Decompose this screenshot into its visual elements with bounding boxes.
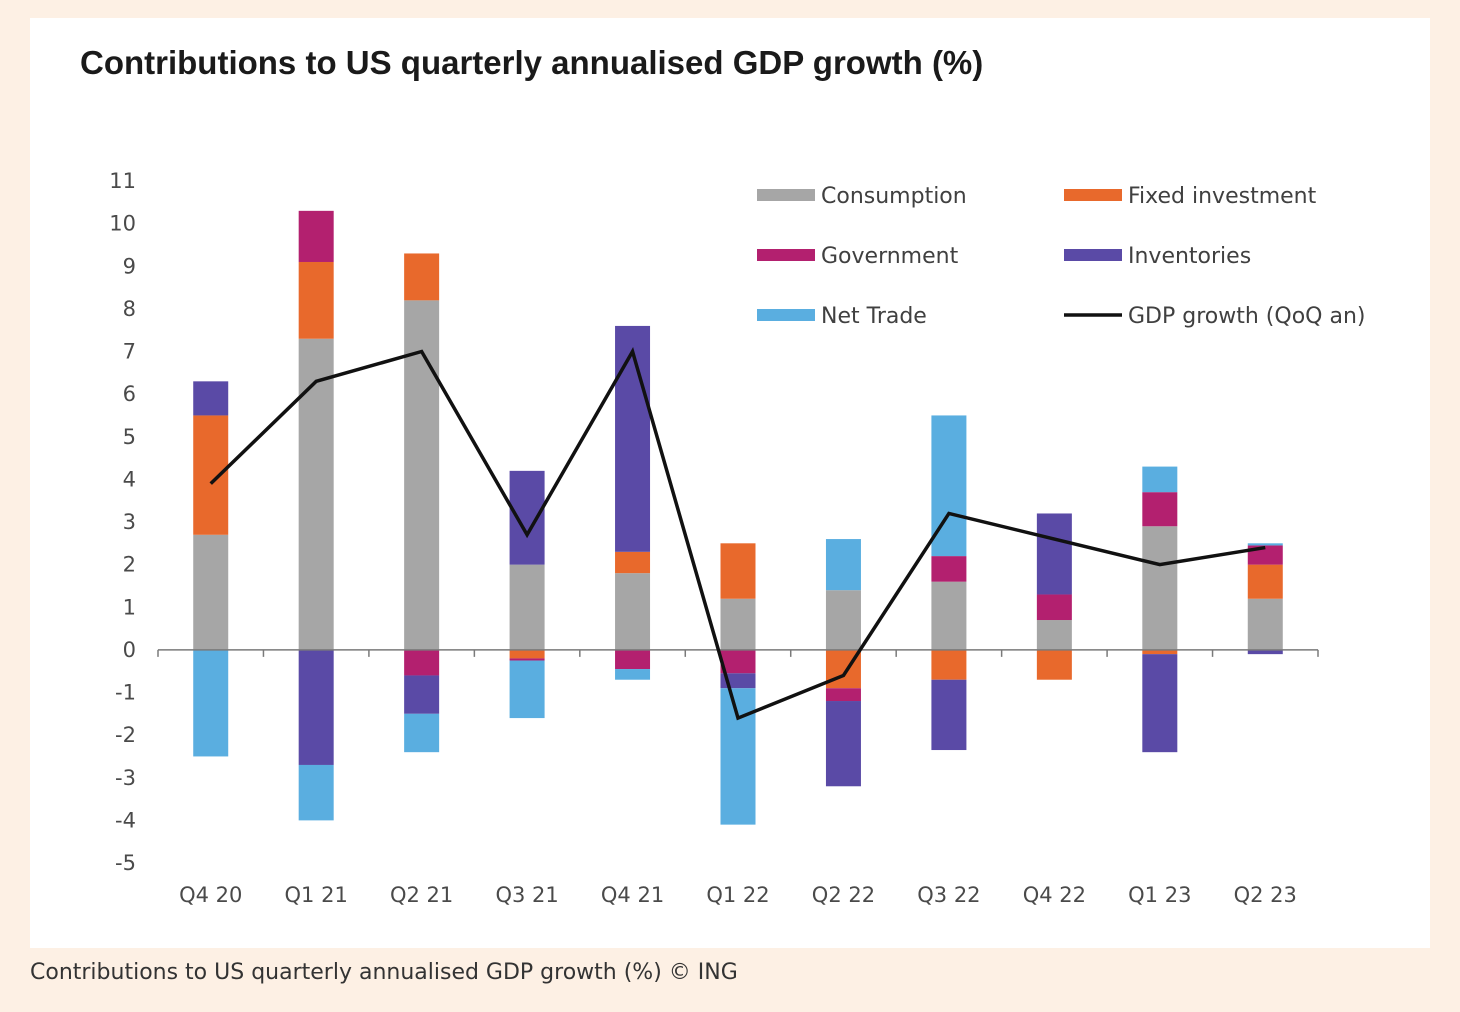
bar-segment bbox=[615, 669, 651, 680]
bar-segment bbox=[720, 598, 756, 650]
bar-segment bbox=[825, 590, 861, 650]
legend-swatch bbox=[1064, 189, 1122, 201]
y-tick-label: 11 bbox=[109, 169, 136, 193]
y-tick-label: -1 bbox=[115, 681, 136, 705]
bar-segment bbox=[931, 679, 967, 751]
bar-segment bbox=[825, 701, 861, 787]
bar-segment bbox=[509, 658, 545, 661]
x-tick-label: Q2 23 bbox=[1234, 883, 1297, 907]
bar-segment bbox=[1247, 564, 1283, 599]
bar-segment bbox=[1036, 620, 1072, 650]
x-tick-label: Q3 22 bbox=[917, 883, 980, 907]
y-tick-label: -2 bbox=[115, 723, 136, 747]
bar-segment bbox=[615, 573, 651, 650]
bar-segment bbox=[298, 261, 334, 339]
bar-segment bbox=[1142, 526, 1178, 650]
bar-segment bbox=[193, 649, 229, 757]
gdp-growth-line bbox=[209, 347, 1266, 721]
x-tick-label: Q1 23 bbox=[1128, 883, 1191, 907]
x-tick-label: Q2 22 bbox=[812, 883, 875, 907]
bar-segment bbox=[615, 325, 651, 552]
bar-segment bbox=[404, 300, 440, 650]
x-tick-label: Q2 21 bbox=[390, 883, 453, 907]
y-tick-label: 3 bbox=[123, 510, 136, 534]
legend-label: Inventories bbox=[1128, 244, 1251, 269]
legend-swatch bbox=[757, 189, 815, 201]
x-tick-label: Q4 20 bbox=[179, 883, 242, 907]
legend-label: Government bbox=[821, 244, 959, 269]
image-caption: Contributions to US quarterly annualised… bbox=[30, 960, 738, 985]
bar-segment bbox=[193, 381, 229, 416]
bar-segment bbox=[1247, 598, 1283, 650]
bar-segment bbox=[615, 649, 651, 670]
legend-label: Fixed investment bbox=[1128, 184, 1317, 209]
bar-segment bbox=[931, 649, 967, 680]
legend-swatch bbox=[757, 309, 815, 321]
y-tick-label: -4 bbox=[115, 808, 136, 832]
chart-title: Contributions to US quarterly annualised… bbox=[80, 44, 984, 81]
y-tick-label: 0 bbox=[123, 638, 136, 662]
bar-segment bbox=[509, 660, 545, 719]
bar-segment bbox=[298, 210, 334, 262]
y-tick-label: 2 bbox=[123, 553, 136, 577]
legend-label: Consumption bbox=[821, 184, 967, 209]
bar-segment bbox=[931, 581, 967, 650]
x-tick-label: Q1 21 bbox=[285, 883, 348, 907]
bar-segment bbox=[825, 688, 861, 702]
bar-segment bbox=[931, 556, 967, 582]
bar-segment bbox=[298, 764, 334, 821]
y-tick-label: -3 bbox=[115, 766, 136, 790]
bar-segment bbox=[615, 551, 651, 574]
y-tick-label: 7 bbox=[123, 340, 136, 364]
bar-segment bbox=[298, 338, 334, 650]
bar-segment bbox=[1247, 543, 1283, 546]
x-tick-label: Q1 22 bbox=[706, 883, 769, 907]
bar-segment bbox=[404, 253, 440, 301]
bar-segment bbox=[1247, 649, 1283, 655]
x-tick-label: Q4 22 bbox=[1023, 883, 1086, 907]
bar-segment bbox=[404, 713, 440, 753]
y-tick-label: 5 bbox=[123, 425, 136, 449]
bar-segment bbox=[509, 470, 545, 565]
bar-segment bbox=[825, 539, 861, 591]
legend-label: Net Trade bbox=[821, 304, 927, 329]
bar-segment bbox=[1036, 649, 1072, 680]
y-tick-label: 6 bbox=[123, 382, 136, 406]
bar-segment bbox=[404, 675, 440, 714]
bar-segment bbox=[720, 649, 756, 674]
y-tick-label: 4 bbox=[123, 467, 136, 491]
bar-segment bbox=[720, 543, 756, 599]
y-tick-label: -5 bbox=[115, 851, 136, 875]
x-tick-label: Q3 21 bbox=[495, 883, 558, 907]
bar-segment bbox=[404, 649, 440, 676]
bar-segment bbox=[1142, 649, 1178, 655]
bar-segment bbox=[509, 564, 545, 650]
bar-segment bbox=[1142, 492, 1178, 527]
bar-segment bbox=[193, 415, 229, 535]
legend-swatch bbox=[757, 249, 815, 261]
x-tick-label: Q4 21 bbox=[601, 883, 664, 907]
bar-segment bbox=[1142, 466, 1178, 493]
bar-segment bbox=[298, 649, 334, 765]
bar-segment bbox=[720, 688, 756, 825]
bar-segment bbox=[1036, 594, 1072, 621]
y-tick-label: 1 bbox=[123, 595, 136, 619]
bar-segment bbox=[1036, 513, 1072, 595]
legend-label: GDP growth (QoQ an) bbox=[1128, 304, 1365, 329]
bar-segment bbox=[1142, 654, 1178, 753]
legend-swatch bbox=[1064, 249, 1122, 261]
y-tick-label: 8 bbox=[123, 297, 136, 321]
bar-segment bbox=[193, 534, 229, 650]
y-tick-label: 10 bbox=[109, 212, 136, 236]
bar-segment bbox=[509, 649, 545, 659]
y-tick-label: 9 bbox=[123, 254, 136, 278]
